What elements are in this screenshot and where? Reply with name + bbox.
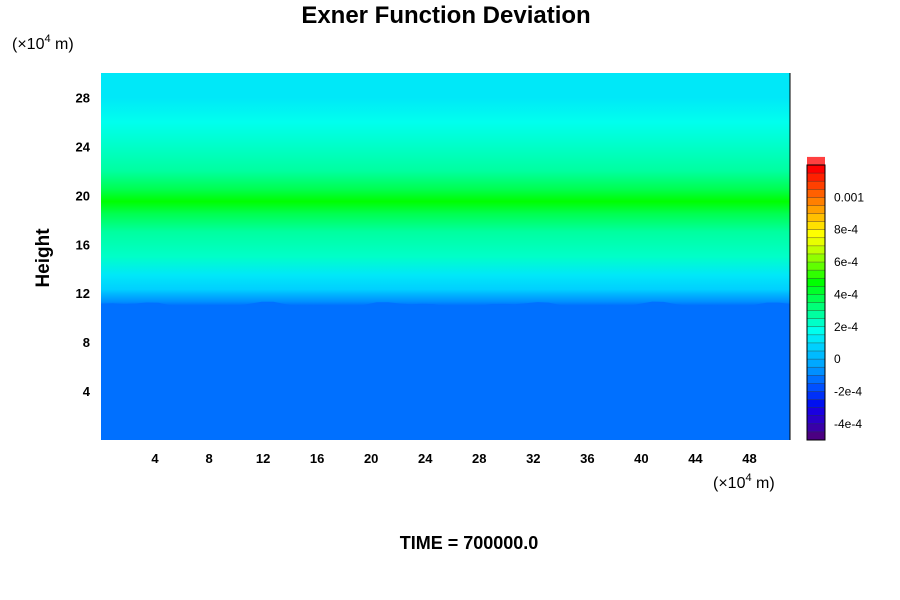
colorbar-swatch bbox=[807, 245, 825, 255]
x-tick-label: 12 bbox=[256, 451, 270, 466]
colorbar-swatch bbox=[807, 253, 825, 263]
colorbar-swatch bbox=[807, 423, 825, 433]
colorbar-swatch bbox=[807, 351, 825, 360]
colorbar-swatch bbox=[807, 399, 825, 408]
colorbar-swatch bbox=[807, 189, 825, 198]
x-tick-label: 48 bbox=[742, 451, 756, 466]
colorbar-swatch bbox=[807, 229, 825, 239]
colorbar-swatch bbox=[807, 262, 825, 271]
x-tick-label: 36 bbox=[580, 451, 594, 466]
colorbar-swatch bbox=[807, 294, 825, 303]
y-tick-label: 16 bbox=[76, 237, 90, 252]
x-tick-labels: 4 8 12 16 20 24 28 32 36 40 44 48 bbox=[151, 451, 756, 466]
colorbar-tick-label: -2e-4 bbox=[834, 384, 862, 398]
y-tick-labels: 4 8 12 16 20 24 28 bbox=[76, 90, 91, 399]
y-tick-label: 24 bbox=[76, 139, 91, 154]
colorbar-swatch bbox=[807, 165, 825, 174]
chart-title: Exner Function Deviation bbox=[301, 2, 590, 29]
x-tick-label: 44 bbox=[688, 451, 703, 466]
time-label: TIME = 700000.0 bbox=[400, 533, 539, 553]
colorbar-swatch bbox=[807, 407, 825, 417]
colorbar-swatch bbox=[807, 221, 825, 231]
y-tick-label: 8 bbox=[83, 335, 90, 350]
colorbar-tick-label: 0 bbox=[834, 352, 841, 366]
colorbar-swatch bbox=[807, 334, 825, 344]
colorbar-swatch bbox=[807, 278, 825, 287]
x-tick-label: 8 bbox=[205, 451, 212, 466]
x-tick-label: 28 bbox=[472, 451, 486, 466]
colorbar-swatch bbox=[807, 318, 825, 328]
x-tick-label: 32 bbox=[526, 451, 540, 466]
x-tick-label: 24 bbox=[418, 451, 433, 466]
colorbar-swatch bbox=[807, 156, 825, 166]
tropopause-contour-band bbox=[101, 301, 790, 440]
y-tick-label: 20 bbox=[76, 188, 90, 203]
colorbar-swatch bbox=[807, 383, 825, 392]
colorbar-swatch bbox=[807, 391, 825, 400]
plot-area bbox=[101, 73, 791, 440]
colorbar-tick-label: 6e-4 bbox=[834, 255, 858, 269]
colorbar-swatch bbox=[807, 173, 825, 182]
colorbar-tick-label: 8e-4 bbox=[834, 223, 858, 237]
colorbar-swatch bbox=[807, 197, 825, 206]
colorbar-swatch bbox=[807, 286, 825, 295]
colorbar-frame bbox=[806, 164, 826, 441]
colorbar-swatch bbox=[807, 367, 825, 376]
x-tick-label: 16 bbox=[310, 451, 324, 466]
colorbar-swatch bbox=[807, 310, 825, 319]
colorbar-tick-label: -4e-4 bbox=[834, 417, 862, 431]
y-axis-label: Height bbox=[33, 228, 54, 288]
colorbar-tick-label: 2e-4 bbox=[834, 320, 858, 334]
colorbar-swatch bbox=[807, 302, 825, 311]
x-tick-label: 40 bbox=[634, 451, 648, 466]
colorbar bbox=[806, 156, 826, 441]
colorbar-swatch bbox=[807, 213, 825, 222]
colorbar-swatch bbox=[807, 415, 825, 425]
colorbar-swatch bbox=[807, 359, 825, 368]
colorbar-tick-labels: -4e-4 -2e-4 0 2e-4 4e-4 6e-4 8e-4 0.001 bbox=[834, 190, 864, 430]
colorbar-swatch bbox=[807, 375, 825, 384]
y-axis-unit: (×104 m) bbox=[12, 33, 74, 53]
colorbar-swatch bbox=[807, 342, 825, 352]
colorbar-swatch bbox=[807, 237, 825, 247]
colorbar-swatch bbox=[807, 181, 825, 190]
y-tick-label: 4 bbox=[83, 384, 91, 399]
colorbar-swatch bbox=[807, 431, 825, 441]
x-axis-unit: (×104 m) bbox=[713, 472, 775, 492]
colorbar-swatch bbox=[807, 205, 825, 214]
colorbar-tick-label: 0.001 bbox=[834, 190, 864, 204]
y-tick-label: 12 bbox=[76, 286, 90, 301]
colorbar-tick-label: 4e-4 bbox=[834, 287, 858, 301]
x-tick-label: 4 bbox=[151, 451, 159, 466]
x-tick-label: 20 bbox=[364, 451, 378, 466]
y-tick-label: 28 bbox=[76, 90, 90, 105]
colorbar-swatch bbox=[807, 326, 825, 336]
colorbar-swatch bbox=[807, 270, 825, 279]
